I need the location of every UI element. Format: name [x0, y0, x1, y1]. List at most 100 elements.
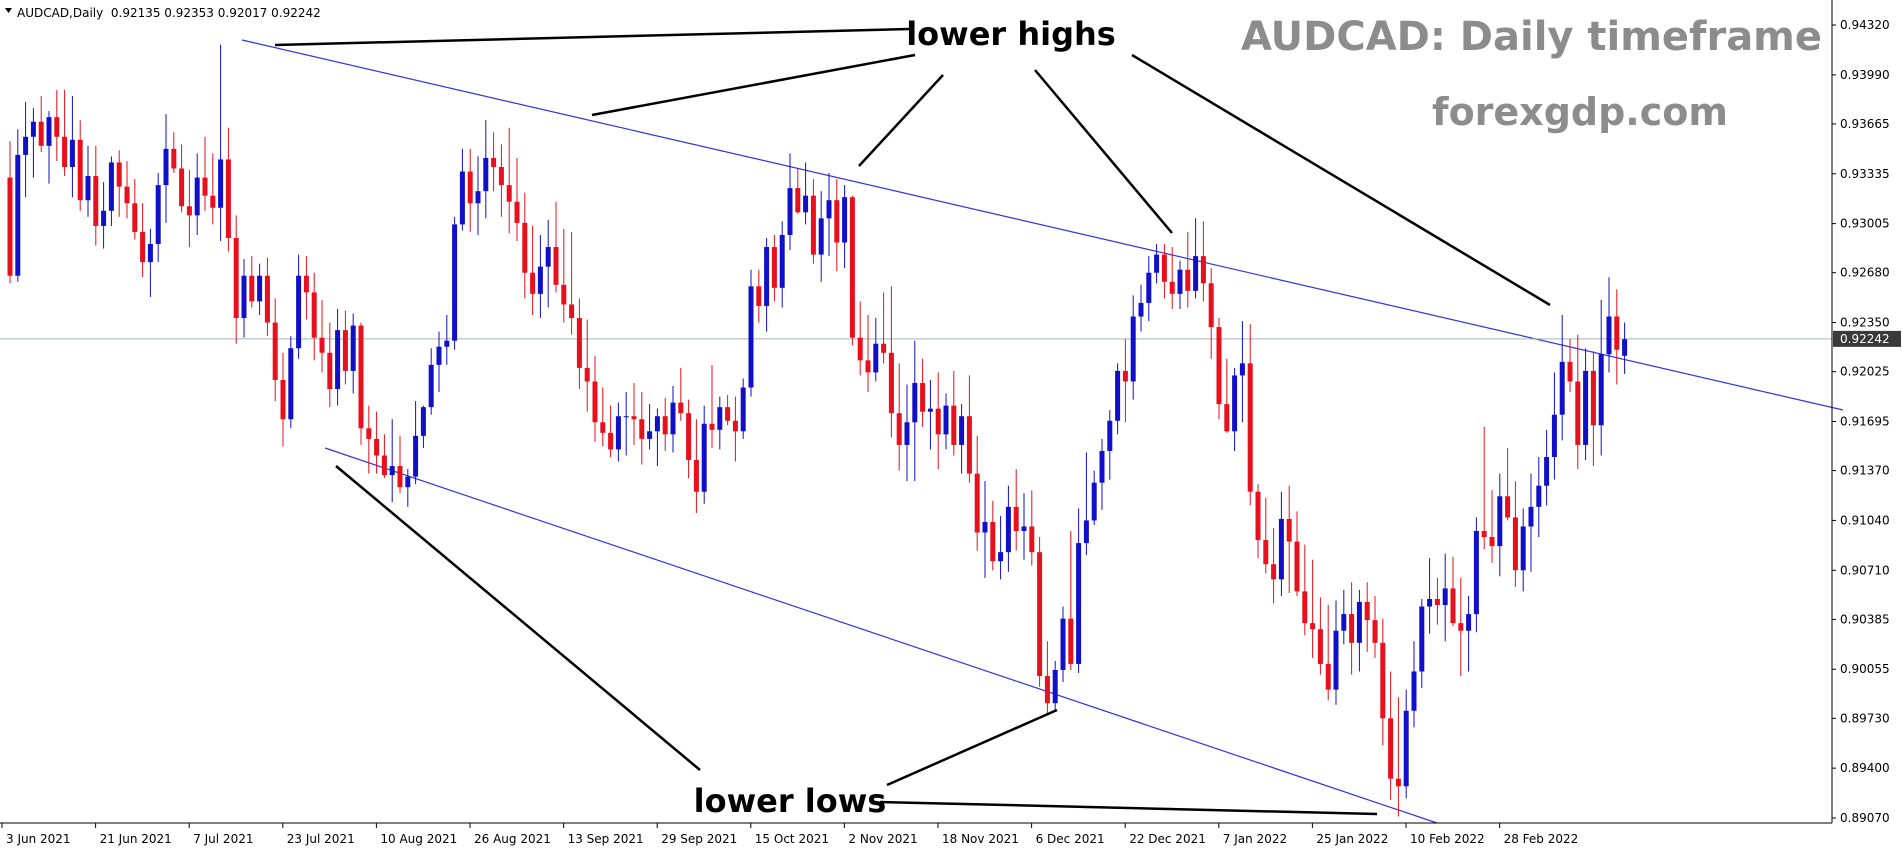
candle	[374, 411, 380, 474]
candle	[545, 219, 551, 308]
candle	[202, 136, 208, 211]
x-tick-label: 26 Aug 2021	[474, 832, 551, 846]
candle	[428, 348, 434, 415]
y-tick-label: 0.93005	[1840, 217, 1890, 231]
lower-trendline	[324, 447, 1438, 824]
candle	[1130, 295, 1136, 400]
bearish-candle-body	[1263, 540, 1269, 565]
bullish-candle-body	[1099, 450, 1105, 483]
bearish-candle-body	[1122, 370, 1128, 382]
candle	[1497, 473, 1503, 577]
bearish-candle-body	[920, 382, 926, 412]
candle	[740, 378, 746, 439]
candle	[701, 405, 707, 504]
trendline-layer	[0, 39, 1844, 824]
annotation-pointer-line	[1131, 53, 1551, 307]
candle	[420, 405, 426, 448]
candle	[530, 225, 536, 316]
bearish-candle-body	[1302, 591, 1308, 624]
candle	[927, 379, 933, 450]
candle	[1544, 429, 1550, 506]
bearish-candle-body	[1325, 663, 1331, 690]
candle	[982, 481, 988, 578]
bullish-candle-body	[452, 224, 458, 341]
bullish-candle-body	[826, 200, 832, 219]
candle	[1559, 315, 1565, 441]
candle	[218, 44, 224, 241]
bullish-candle-body	[413, 435, 419, 477]
bullish-candle-body	[647, 431, 653, 439]
bearish-candle-body	[116, 162, 122, 187]
candle	[1606, 277, 1612, 373]
bullish-candle-body	[335, 330, 341, 390]
bullish-candle-body	[912, 382, 918, 423]
candle	[1388, 671, 1394, 800]
bearish-candle-body	[93, 176, 99, 226]
bearish-candle-body	[896, 413, 902, 445]
bearish-candle-body	[1286, 518, 1292, 542]
bearish-candle-body	[974, 473, 980, 533]
bearish-candle-body	[374, 438, 380, 456]
bearish-candle-body	[132, 203, 138, 232]
bearish-candle-body	[1512, 517, 1518, 571]
bearish-candle-body	[311, 292, 317, 338]
y-tick-label: 0.89400	[1840, 761, 1890, 775]
candle	[444, 315, 450, 365]
annotation-lower-lows: lower lows	[694, 782, 887, 820]
candle	[1044, 641, 1050, 716]
bullish-candle-body	[444, 340, 450, 347]
candle	[709, 364, 715, 448]
bullish-candle-body	[787, 188, 793, 235]
candle	[1598, 299, 1604, 456]
bullish-candle-body	[46, 117, 52, 146]
candle	[381, 434, 387, 479]
bullish-candle-body	[30, 121, 36, 137]
bearish-candle-body	[1567, 361, 1573, 382]
candle	[1122, 339, 1128, 423]
candle	[826, 173, 832, 257]
x-tick-label: 3 Jun 2021	[6, 832, 71, 846]
candle	[257, 263, 263, 316]
candle	[608, 405, 614, 457]
bearish-candle-body	[584, 367, 590, 382]
bearish-candle-body	[1380, 642, 1386, 719]
candle	[350, 313, 356, 394]
candle	[1278, 491, 1284, 596]
candle	[272, 298, 278, 402]
bullish-candle-body	[1341, 614, 1347, 631]
bullish-candle-body	[1177, 269, 1183, 294]
candle	[1458, 577, 1464, 677]
candle	[576, 298, 582, 390]
candle	[1060, 606, 1066, 683]
bullish-candle-body	[483, 157, 489, 192]
bullish-candle-body	[1536, 485, 1542, 507]
bearish-candle-body	[576, 318, 582, 368]
annotation-lower-highs: lower highs	[906, 15, 1116, 53]
dropdown-triangle-icon[interactable]	[5, 8, 12, 13]
candle	[888, 286, 894, 438]
candle	[1271, 527, 1277, 604]
candle	[787, 153, 793, 251]
bearish-candle-body	[951, 405, 957, 445]
bullish-candle-body	[654, 416, 660, 432]
bullish-candle-body	[779, 234, 785, 288]
candle	[108, 156, 114, 226]
bearish-candle-body	[810, 195, 816, 255]
annotation-pointer-line	[879, 800, 1378, 816]
candle	[1622, 322, 1628, 374]
annotation-arrows	[274, 27, 1551, 816]
candle	[1317, 597, 1323, 675]
bullish-candle-body	[23, 136, 29, 155]
bullish-candle-body	[1528, 506, 1534, 527]
candle	[15, 129, 21, 282]
bullish-candle-body	[717, 407, 723, 430]
bullish-candle-body	[615, 416, 621, 450]
bullish-candle-body	[982, 521, 988, 533]
bullish-candle-body	[350, 325, 356, 371]
candle	[1551, 372, 1557, 480]
candle	[1076, 508, 1082, 673]
annotation-pointer-line	[274, 27, 911, 47]
bullish-candle-body	[163, 148, 169, 186]
